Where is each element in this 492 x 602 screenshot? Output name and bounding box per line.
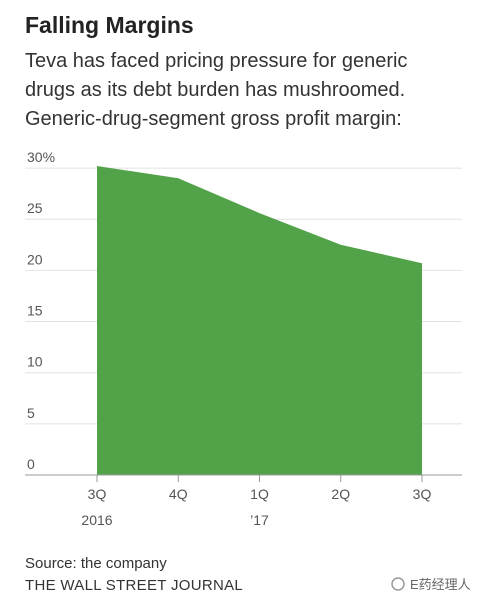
x-tick-label: ’17 <box>250 512 269 528</box>
subtitle: drugs as its debt burden has mushroomed. <box>25 79 405 101</box>
area <box>97 166 422 476</box>
watermark: E药经理人 <box>410 577 471 592</box>
watermark-icon <box>391 577 405 591</box>
y-tick-label: 30% <box>27 149 55 165</box>
x-tick-label: 2Q <box>331 486 350 502</box>
x-tick-label: 2016 <box>81 512 112 528</box>
x-tick-label: 4Q <box>169 486 188 502</box>
x-tick-label: 3Q <box>413 486 432 502</box>
y-tick-label: 20 <box>27 251 43 267</box>
y-tick-label: 25 <box>27 200 43 216</box>
publisher: THE WALL STREET JOURNAL <box>25 577 243 594</box>
x-tick-label: 1Q <box>250 486 269 502</box>
y-tick-label: 0 <box>27 456 35 472</box>
y-tick-label: 5 <box>27 405 35 421</box>
y-tick-label: 10 <box>27 354 43 370</box>
x-tick-label: 3Q <box>88 486 107 502</box>
subtitle: Generic-drug-segment gross profit margin… <box>25 108 402 130</box>
subtitle: Teva has faced pricing pressure for gene… <box>25 50 407 72</box>
y-tick-label: 15 <box>27 303 43 319</box>
source: Source: the company <box>25 555 167 572</box>
chart-title: Falling Margins <box>25 12 194 38</box>
